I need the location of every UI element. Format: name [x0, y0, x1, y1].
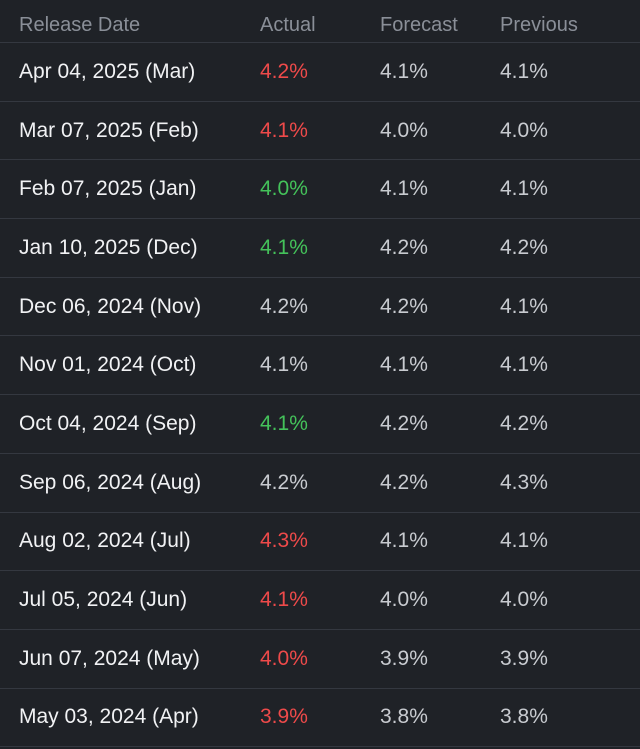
actual-cell: 4.0% — [260, 646, 308, 670]
table-row[interactable]: Sep 06, 2024 (Aug) 4.2% 4.2% 4.3% — [0, 454, 640, 513]
release-date-cell: Jun 07, 2024 (May) — [19, 646, 200, 670]
release-date-cell: Sep 06, 2024 (Aug) — [19, 470, 202, 494]
previous-cell: 4.1% — [500, 177, 548, 201]
table-row[interactable]: Nov 01, 2024 (Oct) 4.1% 4.1% 4.1% — [0, 336, 640, 396]
release-date-cell: Aug 02, 2024 (Jul) — [19, 529, 191, 553]
actual-cell: 4.1% — [260, 353, 308, 377]
forecast-cell: 4.1% — [380, 353, 428, 377]
actual-cell: 4.1% — [260, 235, 308, 259]
release-date-cell: May 03, 2024 (Apr) — [19, 705, 199, 729]
forecast-cell: 4.2% — [380, 470, 428, 494]
table-row[interactable]: Apr 04, 2025 (Mar) 4.2% 4.1% 4.1% — [0, 43, 640, 102]
actual-cell: 4.2% — [260, 294, 308, 318]
previous-cell: 3.8% — [500, 705, 548, 729]
forecast-cell: 4.1% — [380, 59, 428, 83]
forecast-cell: 4.2% — [380, 294, 428, 318]
release-date-cell: Nov 01, 2024 (Oct) — [19, 353, 197, 377]
forecast-cell: 4.2% — [380, 411, 428, 435]
actual-cell: 4.2% — [260, 470, 308, 494]
table-row[interactable]: Oct 04, 2024 (Sep) 4.1% 4.2% 4.2% — [0, 395, 640, 454]
previous-cell: 4.2% — [500, 411, 548, 435]
forecast-cell: 4.0% — [380, 588, 428, 612]
previous-cell: 4.1% — [500, 353, 548, 377]
previous-cell: 4.3% — [500, 470, 548, 494]
header-previous[interactable]: Previous — [500, 14, 578, 36]
actual-cell: 4.1% — [260, 411, 308, 435]
header-actual[interactable]: Actual — [260, 14, 316, 36]
header-release-date[interactable]: Release Date — [19, 14, 141, 36]
table-row[interactable]: Jun 07, 2024 (May) 4.0% 3.9% 3.9% — [0, 630, 640, 689]
forecast-cell: 4.1% — [380, 177, 428, 201]
actual-cell: 4.1% — [260, 118, 308, 142]
release-date-cell: Jan 10, 2025 (Dec) — [19, 235, 198, 259]
actual-cell: 3.9% — [260, 705, 308, 729]
actual-cell: 4.2% — [260, 59, 308, 83]
release-date-cell: Oct 04, 2024 (Sep) — [19, 411, 197, 435]
previous-cell: 4.0% — [500, 588, 548, 612]
table-row[interactable]: Aug 02, 2024 (Jul) 4.3% 4.1% 4.1% — [0, 513, 640, 572]
previous-cell: 4.1% — [500, 294, 548, 318]
previous-cell: 4.0% — [500, 118, 548, 142]
actual-cell: 4.0% — [260, 177, 308, 201]
forecast-cell: 3.8% — [380, 705, 428, 729]
previous-cell: 4.1% — [500, 59, 548, 83]
forecast-cell: 4.2% — [380, 235, 428, 259]
table-row[interactable]: Dec 06, 2024 (Nov) 4.2% 4.2% 4.1% — [0, 278, 640, 337]
table-row[interactable]: Mar 07, 2025 (Feb) 4.1% 4.0% 4.0% — [0, 102, 640, 161]
previous-cell: 3.9% — [500, 646, 548, 670]
forecast-cell: 3.9% — [380, 646, 428, 670]
release-date-cell: Dec 06, 2024 (Nov) — [19, 294, 202, 318]
header-forecast[interactable]: Forecast — [380, 14, 458, 36]
forecast-cell: 4.0% — [380, 118, 428, 142]
release-date-cell: Apr 04, 2025 (Mar) — [19, 59, 196, 83]
release-date-cell: Feb 07, 2025 (Jan) — [19, 177, 197, 201]
actual-cell: 4.1% — [260, 588, 308, 612]
release-date-cell: Jul 05, 2024 (Jun) — [19, 588, 188, 612]
actual-cell: 4.3% — [260, 529, 308, 553]
release-date-cell: Mar 07, 2025 (Feb) — [19, 118, 199, 142]
table-row[interactable]: Jul 05, 2024 (Jun) 4.1% 4.0% 4.0% — [0, 571, 640, 630]
previous-cell: 4.1% — [500, 529, 548, 553]
previous-cell: 4.2% — [500, 235, 548, 259]
table-row[interactable]: Feb 07, 2025 (Jan) 4.0% 4.1% 4.1% — [0, 160, 640, 220]
table-header: Release Date Actual Forecast Previous — [0, 0, 640, 43]
table-row[interactable]: May 03, 2024 (Apr) 3.9% 3.8% 3.8% — [0, 689, 640, 748]
forecast-cell: 4.1% — [380, 529, 428, 553]
table-row[interactable]: Jan 10, 2025 (Dec) 4.1% 4.2% 4.2% — [0, 219, 640, 278]
